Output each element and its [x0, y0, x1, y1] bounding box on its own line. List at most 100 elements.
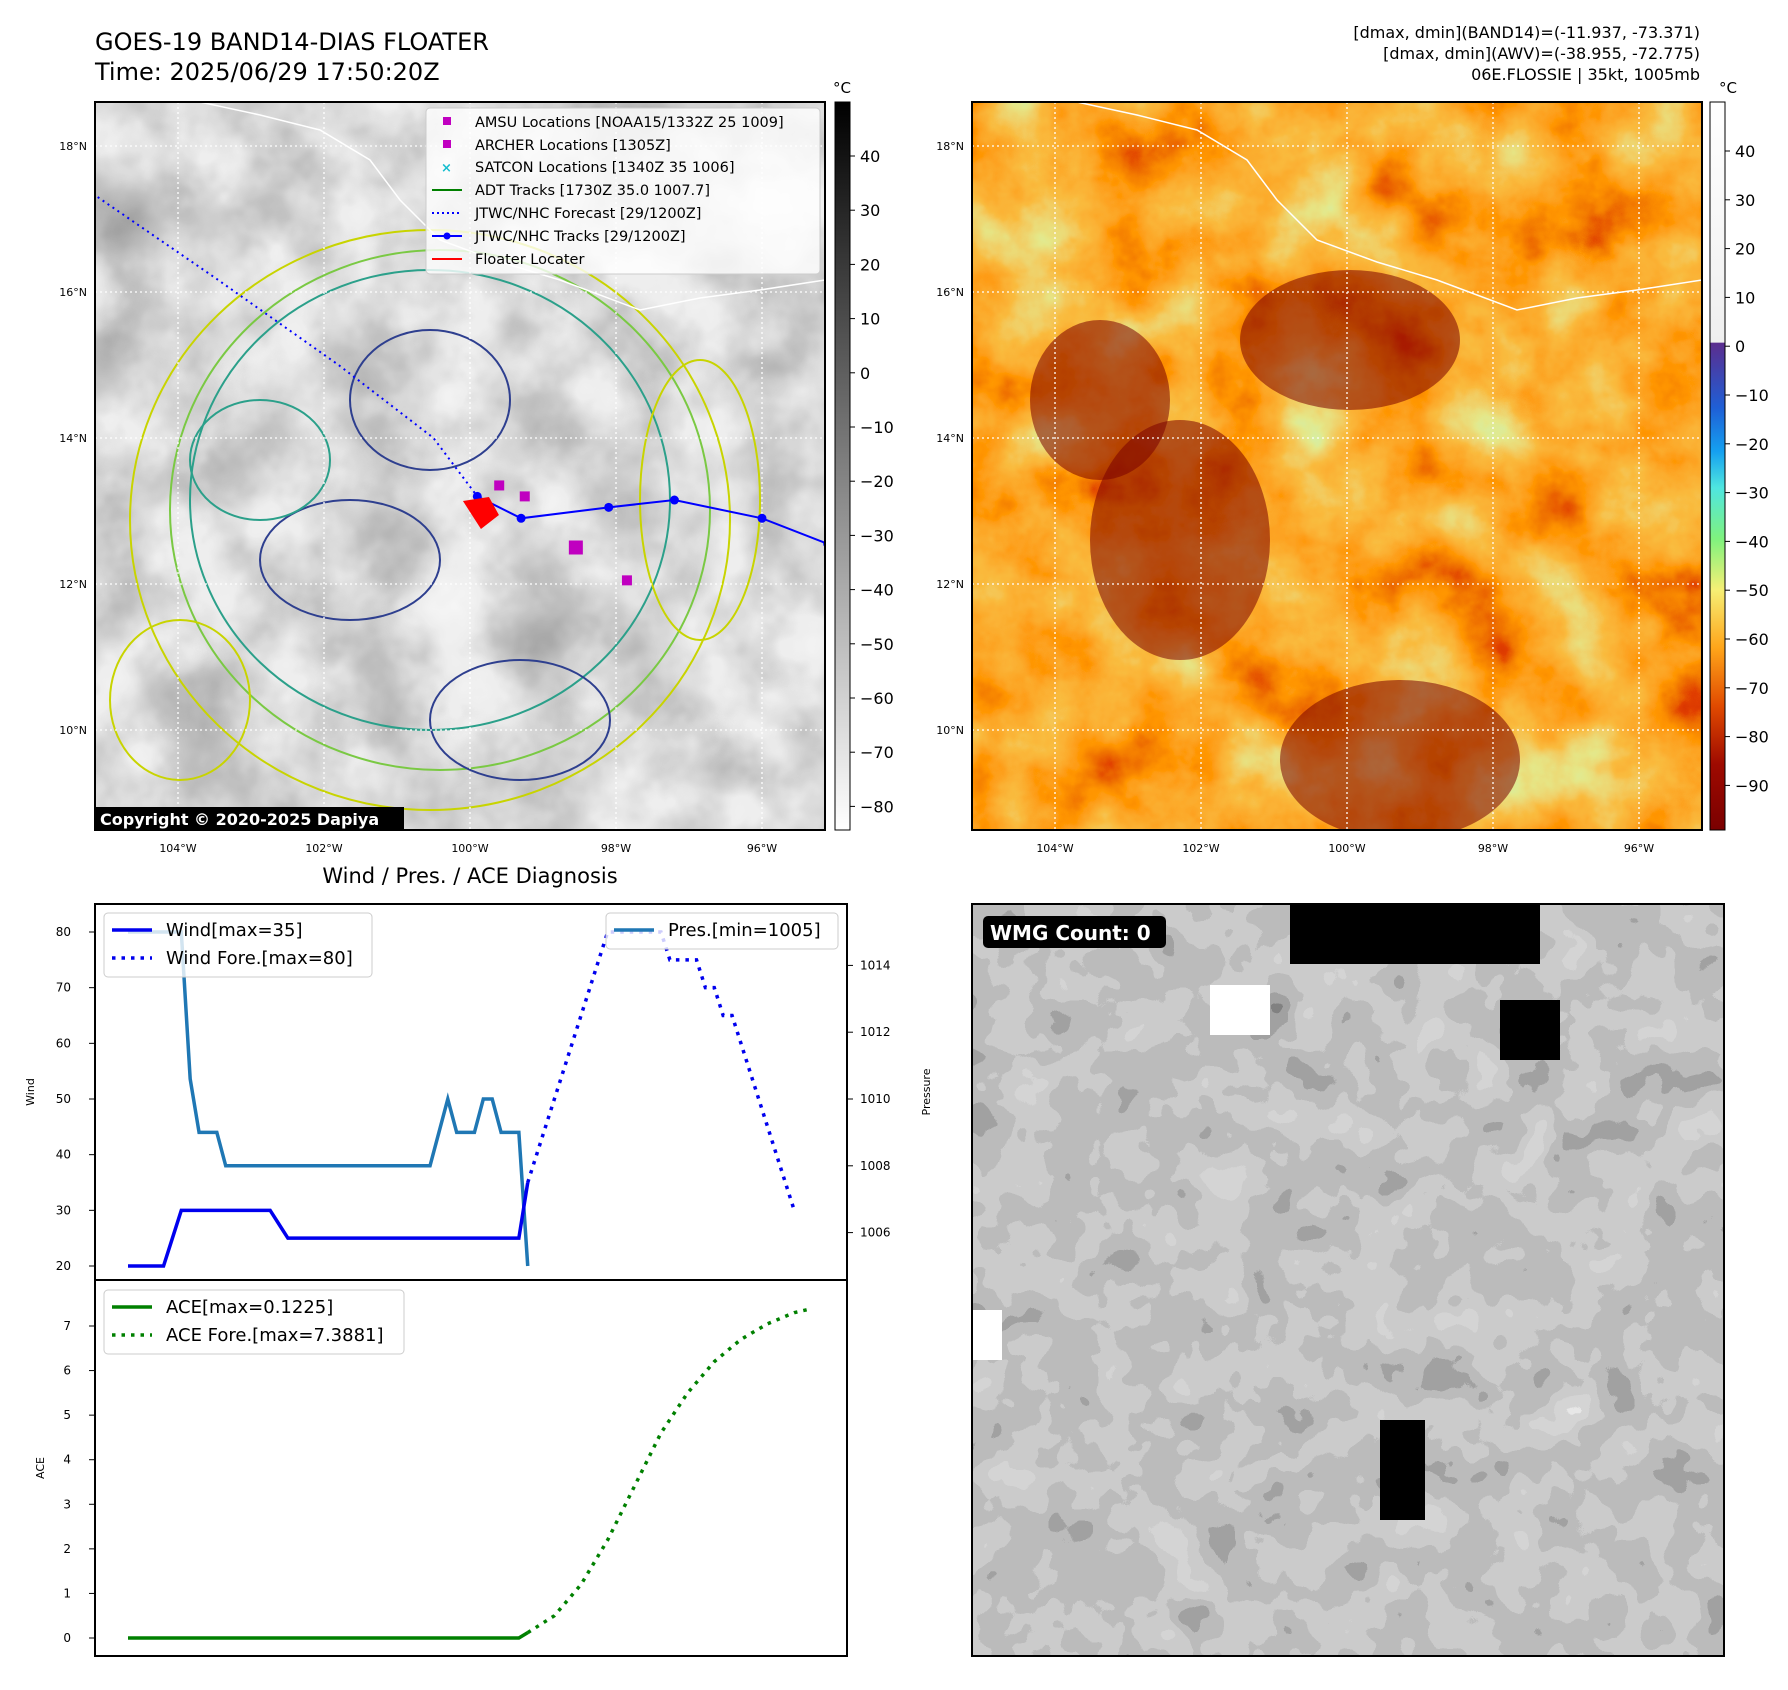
floater-marker: [462, 497, 499, 529]
svg-text:104°W: 104°W: [159, 842, 196, 855]
colorbar-tick-label: −30: [860, 526, 894, 545]
colorbar-tick-label: 20: [1735, 240, 1755, 259]
legend-adt: ADT Tracks [1730Z 35.0 1007.7]: [475, 183, 710, 199]
ir-colorbar-ticks: 40 30 20 10 0 −10 −20 −30 −40 −50 −60 −70 −80: [850, 147, 894, 816]
wmg-frame: [971, 903, 1725, 1657]
archer-marker: [519, 491, 530, 502]
pressure-y-ticks: 1006 1008 1010 1012 1014: [847, 958, 891, 1240]
colorbar-tick-label: −50: [1735, 581, 1769, 600]
ir-map-panel: AMSU Locations [NOAA15/1332Z 25 1009] AR…: [59, 79, 894, 855]
colorbar-tick-label: −80: [1735, 728, 1769, 747]
storm-info: 06E.FLOSSIE | 35kt, 1005mb: [1471, 65, 1700, 84]
ir-lon-ticks: 104°W 102°W 100°W 98°W 96°W: [159, 842, 777, 855]
colorbar-tick-label: −30: [1735, 484, 1769, 503]
svg-text:18°N: 18°N: [59, 140, 87, 153]
wmg-count: WMG Count: 0: [990, 921, 1151, 945]
awv-coastline: [1076, 102, 1702, 311]
track-point: [604, 502, 614, 512]
satcon-marker-icon: ×: [441, 161, 452, 176]
colorbar-tick-label: −40: [1735, 532, 1769, 551]
colorbar-tick-label: −40: [860, 581, 894, 600]
ace-forecast-series-line: [526, 1306, 813, 1635]
awv-colorbar: [1709, 101, 1726, 831]
pressure-y-tick-label: 1014: [860, 958, 891, 972]
colorbar-tick-label: −80: [860, 797, 894, 816]
pressure-legend-label: Pres.[min=1005]: [668, 920, 821, 941]
awv-cloud-cores: [1030, 270, 1520, 830]
wind-y-tick-label: 70: [56, 981, 71, 995]
svg-text:96°W: 96°W: [1624, 842, 1654, 855]
awv-map-panel: 18°N 16°N 14°N 12°N 10°N 104°W 102°W 100…: [936, 79, 1769, 855]
colorbar-tick-label: −10: [1735, 386, 1769, 405]
archer-marker: [494, 480, 505, 491]
colorbar-tick-label: −70: [860, 743, 894, 762]
wmg-panel: WMG Count: 0: [971, 903, 1725, 1657]
pressure-y-tick-label: 1006: [860, 1226, 891, 1240]
track-point: [669, 495, 679, 505]
track-dot-icon: [443, 232, 451, 240]
legend-satcon: SATCON Locations [1340Z 35 1006]: [475, 160, 734, 176]
colorbar-tick-label: 10: [860, 310, 880, 329]
colorbar-tick-label: −20: [860, 472, 894, 491]
wind-series-line: [128, 1182, 530, 1268]
ir-frame: [94, 101, 826, 831]
figure-title: GOES-19 BAND14-DIAS FLOATER: [95, 28, 489, 56]
colorbar-tick-label: −50: [860, 635, 894, 654]
wind-y-ticks: 20 30 40 50 60 70 80: [56, 925, 95, 1273]
svg-text:14°N: 14°N: [59, 432, 87, 445]
wind-forecast-series-line: [526, 930, 796, 1211]
ace-y-tick-label: 4: [63, 1453, 71, 1467]
wmg-imagery: [972, 904, 1724, 1656]
svg-text:102°W: 102°W: [1182, 842, 1219, 855]
legend-floater: Floater Locater: [475, 252, 584, 268]
wind-legend-label: Wind[max=35]: [166, 920, 303, 941]
wmg-label-box: [983, 916, 1166, 948]
awv-lat-ticks: 18°N 16°N 14°N 12°N 10°N: [936, 140, 964, 737]
figure-time: Time: 2025/06/29 17:50:20Z: [94, 58, 440, 86]
ir-colorbar: [834, 101, 851, 831]
svg-text:14°N: 14°N: [936, 432, 964, 445]
colorbar-tick-label: 10: [1735, 288, 1755, 307]
wind-y-tick-label: 60: [56, 1036, 71, 1050]
archer-marker: [621, 575, 632, 586]
archer-marker-icon: [443, 140, 451, 148]
colorbar-tick-label: −10: [860, 418, 894, 437]
colorbar-tick-label: 0: [1735, 337, 1745, 356]
awv-frame: [971, 101, 1703, 831]
colorbar-tick-label: −60: [860, 689, 894, 708]
amsu-marker: [568, 540, 583, 555]
track-point: [757, 513, 767, 523]
svg-text:16°N: 16°N: [936, 286, 964, 299]
ir-legend: AMSU Locations [NOAA15/1332Z 25 1009] AR…: [425, 107, 821, 275]
awv-gridlines: [972, 102, 1702, 830]
pressure-legend: Pres.[min=1005]: [605, 912, 839, 950]
ace-chart: 0 1 2 3 4 5 6 7 ACE ACE[max=0.1225] ACE Fore.[m…: [34, 1279, 848, 1657]
legend-forecast: JTWC/NHC Forecast [29/1200Z]: [474, 206, 701, 222]
wmg-patches: [972, 904, 1560, 1520]
best-track-line: [476, 495, 825, 544]
ace-legend: ACE[max=0.1225] ACE Fore.[max=7.3881]: [103, 1289, 405, 1355]
awv-colorbar-unit: °C: [1719, 79, 1737, 97]
colorbar-tick-label: 30: [860, 201, 880, 220]
svg-text:96°W: 96°W: [747, 842, 777, 855]
legend-amsu: AMSU Locations [NOAA15/1332Z 25 1009]: [475, 115, 784, 131]
colorbar-tick-label: −70: [1735, 679, 1769, 698]
legend-archer: ARCHER Locations [1305Z]: [475, 138, 671, 154]
best-track-points: [472, 491, 825, 548]
ace-series-line: [128, 1631, 529, 1640]
svg-text:18°N: 18°N: [936, 140, 964, 153]
ace-ylabel: ACE: [34, 1457, 47, 1479]
svg-text:12°N: 12°N: [936, 578, 964, 591]
ace-y-tick-label: 1: [63, 1586, 71, 1600]
colorbar-tick-label: 20: [860, 255, 880, 274]
ace-chart-frame: [94, 1279, 848, 1657]
pressure-y-tick-label: 1012: [860, 1025, 891, 1039]
ace-forecast-legend-label: ACE Fore.[max=7.3881]: [166, 1325, 384, 1346]
copyright-box: [95, 807, 404, 831]
wind-y-tick-label: 80: [56, 925, 71, 939]
pressure-y-tick-label: 1010: [860, 1092, 891, 1106]
svg-text:10°N: 10°N: [59, 724, 87, 737]
ace-y-tick-label: 3: [63, 1497, 71, 1511]
band14-range: [dmax, dmin](BAND14)=(-11.937, -73.371): [1353, 23, 1700, 42]
wind-y-tick-label: 50: [56, 1092, 71, 1106]
